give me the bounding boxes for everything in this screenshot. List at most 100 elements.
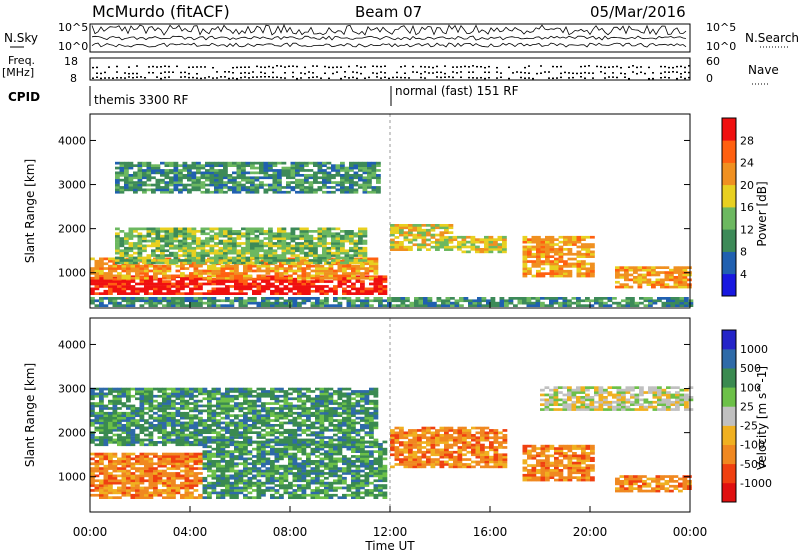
echo-cell xyxy=(94,287,100,291)
freq-unit: [MHz] xyxy=(2,66,34,79)
echo-cell xyxy=(166,264,172,268)
echo-cell xyxy=(360,301,365,305)
echo-cell xyxy=(202,467,208,470)
echo-cell xyxy=(527,245,532,249)
echo-cell xyxy=(292,285,298,288)
freq-mark xyxy=(304,66,306,69)
echo-cell xyxy=(207,297,212,300)
echo-cell xyxy=(117,457,122,461)
echo-cell xyxy=(171,424,176,427)
echo-cell xyxy=(256,276,262,280)
echo-cell xyxy=(364,267,370,270)
echo-cell xyxy=(362,239,368,243)
echo-cell xyxy=(346,467,352,470)
echo-cell xyxy=(153,274,158,278)
freq-mark xyxy=(104,71,106,74)
echo-cell xyxy=(135,407,140,410)
echo-cell xyxy=(572,235,577,239)
echo-cell xyxy=(502,248,507,251)
freq-mark xyxy=(344,76,346,78)
echo-cell xyxy=(409,304,415,307)
echo-cell xyxy=(399,241,404,244)
echo-cell xyxy=(234,474,239,478)
echo-cell xyxy=(175,455,181,458)
echo-cell xyxy=(403,248,409,251)
echo-cell xyxy=(299,227,305,231)
echo-cell xyxy=(187,251,192,255)
echo-cell xyxy=(171,481,176,485)
echo-cell xyxy=(373,262,379,266)
echo-cell xyxy=(144,394,149,398)
echo-cell xyxy=(135,421,140,425)
echo-cell xyxy=(148,493,154,497)
freq-mark xyxy=(128,72,130,75)
echo-cell xyxy=(157,277,163,281)
echo-cell xyxy=(301,469,307,473)
echo-cell xyxy=(238,272,244,275)
echo-cell xyxy=(337,479,343,483)
echo-cell xyxy=(290,169,296,172)
echo-cell xyxy=(250,181,255,184)
freq-mark xyxy=(496,66,498,69)
echo-cell xyxy=(261,464,266,468)
echo-cell xyxy=(94,267,100,270)
echo-cell xyxy=(151,261,156,265)
echo-cell xyxy=(234,472,239,475)
echo-cell xyxy=(549,297,554,300)
echo-cell xyxy=(265,285,271,288)
echo-cell xyxy=(360,276,365,280)
echo-cell xyxy=(261,301,266,305)
echo-cell xyxy=(378,304,383,307)
echo-cell xyxy=(355,489,361,492)
echo-cell xyxy=(223,234,228,238)
echo-cell xyxy=(178,239,183,243)
echo-cell xyxy=(112,433,118,437)
echo-cell xyxy=(144,390,149,393)
echo-cell xyxy=(103,467,109,470)
echo-cell xyxy=(313,237,318,240)
echo-cell xyxy=(250,249,255,253)
echo-cell xyxy=(148,460,154,463)
echo-cell xyxy=(162,409,167,413)
echo-cell xyxy=(331,261,336,265)
echo-cell xyxy=(376,169,381,172)
freq-mark xyxy=(376,72,378,75)
echo-cell xyxy=(128,176,134,180)
echo-cell xyxy=(439,236,445,239)
echo-cell xyxy=(198,493,203,497)
echo-cell xyxy=(241,261,246,265)
echo-cell xyxy=(288,445,293,449)
echo-cell xyxy=(94,464,100,468)
echo-cell xyxy=(205,183,210,187)
echo-cell xyxy=(308,161,314,165)
echo-cell xyxy=(470,240,476,244)
echo-cell xyxy=(243,280,248,283)
echo-cell xyxy=(166,460,172,463)
echo-cell xyxy=(236,259,242,262)
echo-cell xyxy=(189,431,194,434)
echo-cell xyxy=(297,267,302,270)
freq-mark xyxy=(684,71,686,73)
echo-cell xyxy=(259,227,264,231)
freq-mark xyxy=(136,72,138,75)
freq-mark xyxy=(108,66,110,68)
freq-mark xyxy=(224,71,226,73)
echo-cell xyxy=(94,299,100,303)
echo-cell xyxy=(166,282,172,286)
echo-cell xyxy=(292,292,298,295)
echo-cell xyxy=(558,265,564,268)
echo-cell xyxy=(270,282,275,286)
echo-cell xyxy=(99,484,104,487)
echo-cell xyxy=(162,438,167,442)
echo-cell xyxy=(236,244,242,248)
echo-cell xyxy=(567,240,573,244)
echo-cell xyxy=(297,467,302,470)
echo-cell xyxy=(328,264,334,268)
freq-mark xyxy=(424,66,426,68)
echo-cell xyxy=(99,407,104,410)
echo-cell xyxy=(130,409,136,413)
echo-cell xyxy=(256,491,262,495)
echo-cell xyxy=(373,484,379,487)
echo-cell xyxy=(536,243,541,246)
echo-cell xyxy=(189,392,194,396)
